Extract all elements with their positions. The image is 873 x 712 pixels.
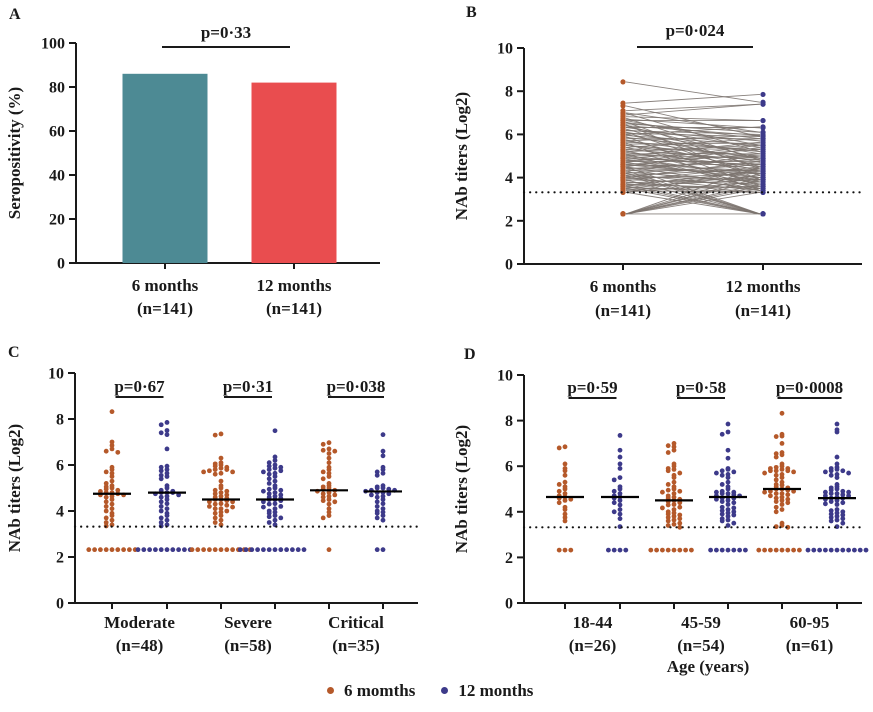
swarm-Critical-12mo [363,432,397,553]
x-category-label: 6 months [132,276,199,295]
x-category-label: Moderate [104,613,175,632]
y-tick-label: 80 [49,80,65,97]
p-value-label: p=0·67 [114,377,165,396]
x-category-n-label: (n=35) [332,636,379,655]
axes: 0 2 4 6 8 10 [497,368,862,613]
swarm-18-44-6mo [556,444,574,553]
p-value-label: p=0·024 [666,21,725,40]
p-value-label: p=0·038 [327,377,386,396]
swarm-Severe-12mo [237,428,307,553]
x-category-n-label: (n=61) [786,636,833,655]
panel-letter: D [464,346,476,363]
data-points [620,79,766,217]
bar-6-months [122,73,208,263]
y-axis-title: NAb titers (Log2) [452,92,471,220]
y-tick-label: 2 [505,550,513,567]
x-category-n-label: (n=48) [116,636,163,655]
y-tick-label: 20 [49,212,65,229]
x-category-n-label: (n=141) [266,299,322,318]
x-category-label: 18-44 [573,613,613,632]
y-tick-label: 8 [505,84,513,101]
p-value-label: p=0·59 [567,378,617,397]
swarm-Moderate-12mo [135,420,193,553]
y-tick-label: 8 [56,412,64,429]
swarm-18-44-12mo [606,433,629,553]
x-category-n-label: (n=58) [224,636,271,655]
panel-d-age-dot-plot: 0 2 4 6 8 10 NAb titers (Log2) Dp=0·59 18-44 (n=2… [452,346,869,676]
x-axis-title: Age (years) [667,657,750,676]
y-tick-label: 4 [505,170,513,187]
axes: 0 2 4 6 8 10 [48,366,418,613]
x-category-label: 60-95 [790,613,830,632]
legend-item-6-months: 6 momths [327,682,415,699]
x-category-label: 12 months [256,276,331,295]
legend-label-12-months: 12 months [458,681,534,700]
legend-item-12-months: 12 months [441,682,533,699]
p-value-label: p=0·31 [223,377,273,396]
x-category-n-label: (n=141) [735,301,791,320]
pair-connector-lines [625,81,761,215]
p-value-label: p=0·33 [201,23,251,42]
y-tick-label: 60 [49,124,65,141]
x-category-n-label: (n=141) [595,301,651,320]
y-tick-label: 6 [505,127,513,144]
y-tick-label: 4 [505,504,513,521]
y-tick-label: 0 [57,256,65,273]
panel-letter: C [8,344,20,361]
y-tick-label: 10 [497,41,513,58]
y-tick-label: 8 [505,413,513,430]
panel-b-paired-nab-titers-chart: 0 2 4 6 8 10 NAb titers (Log2) B 6 months (n=141)… [452,4,864,320]
x-category-label: 45-59 [681,613,721,632]
y-axis-title: NAb titers (Log2) [5,424,24,552]
swarm-60-95-12mo [805,421,869,553]
p-value-label: p=0·58 [676,378,726,397]
x-category-n-label: (n=141) [137,299,193,318]
legend-dot-6-months-icon [327,687,334,694]
y-tick-label: 6 [56,458,64,475]
y-tick-label: 0 [505,257,513,274]
y-tick-label: 0 [505,596,513,613]
x-category-n-label: (n=26) [569,636,616,655]
y-tick-label: 100 [41,36,65,53]
legend-label-6-months: 6 momths [344,681,416,700]
swarm-Moderate-6mo [86,409,138,553]
swarm-60-95-6mo [756,410,802,553]
x-category-label: Critical [328,613,384,632]
y-tick-label: 10 [48,366,64,383]
panel-a-seropositivity-bar-chart: 0 20 40 60 80 100 Seropositivity (%) A 6 months (… [5,6,380,318]
x-category-n-label: (n=54) [677,636,724,655]
panel-letter: A [9,6,21,23]
panel-letter: B [466,4,477,21]
x-category-label: 6 months [590,277,657,296]
y-axis-title: Seropositivity (%) [5,87,24,219]
swarm-Severe-6mo [189,431,253,553]
figure-legend: 6 momths 12 months [327,682,533,699]
swarm-45-59-12mo [708,421,748,553]
axes: 0 2 4 6 8 10 [497,41,862,274]
bar-12-months [251,82,337,263]
x-category-label: 12 months [725,277,800,296]
swarm-45-59-6mo [648,441,694,553]
y-tick-label: 0 [56,596,64,613]
y-tick-label: 40 [49,168,65,185]
panel-c-severity-dot-plot: 0 2 4 6 8 10 NAb titers (Log2) Cp=0·67 Moderate (… [5,344,420,655]
y-tick-label: 4 [56,504,64,521]
swarm-Critical-6mo [315,440,338,553]
y-tick-label: 2 [505,213,513,230]
x-category-label: Severe [224,613,272,632]
p-value-label: p=0·0008 [776,378,843,397]
y-tick-label: 10 [497,368,513,385]
y-axis-title: NAb titers (Log2) [452,425,471,553]
legend-dot-12-months-icon [441,687,449,694]
y-tick-label: 2 [56,550,64,567]
y-tick-label: 6 [505,459,513,476]
